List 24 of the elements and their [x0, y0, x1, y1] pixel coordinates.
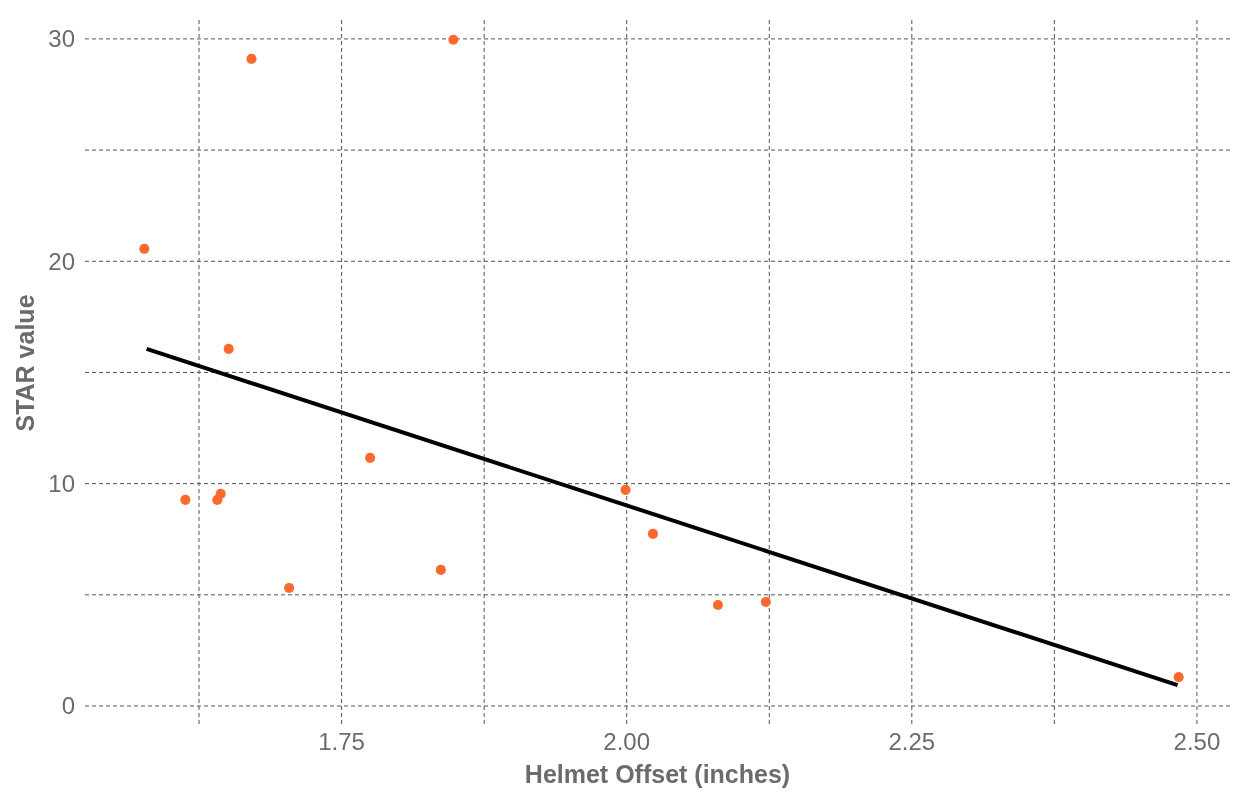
- x-tick-label: 2.50: [1173, 728, 1221, 755]
- point: [284, 582, 295, 593]
- point: [435, 564, 446, 575]
- x-tick-label: 2.25: [888, 728, 936, 755]
- point: [365, 452, 376, 463]
- point: [620, 484, 631, 495]
- point: [647, 528, 658, 539]
- point: [180, 494, 191, 505]
- y-axis-title: STAR value: [11, 294, 39, 432]
- y-tick-label: 30: [48, 25, 75, 53]
- point: [1173, 672, 1184, 683]
- y-tick-label: 0: [61, 692, 75, 720]
- point: [448, 34, 459, 45]
- point: [223, 343, 234, 354]
- x-tick-label: 1.75: [318, 728, 365, 755]
- x-axis-title: Helmet Offset (inches): [524, 760, 791, 788]
- y-tick-label: 20: [48, 247, 75, 275]
- x-tick-label: 2.00: [603, 728, 651, 755]
- point: [246, 53, 257, 64]
- y-tick-label: 10: [48, 470, 75, 498]
- point: [215, 488, 226, 499]
- point: [139, 243, 150, 254]
- point: [760, 596, 771, 607]
- point: [712, 600, 723, 611]
